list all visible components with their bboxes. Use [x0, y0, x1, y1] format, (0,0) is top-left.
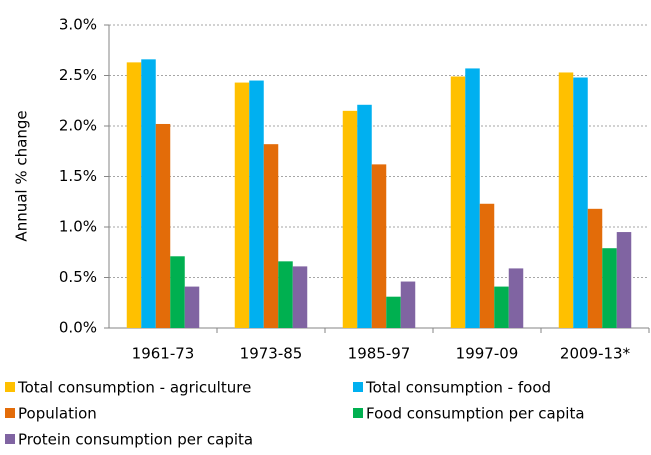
bar: [155, 123, 171, 328]
bar: [292, 266, 308, 328]
bar: [371, 164, 387, 328]
x-tick-label: 1985-97: [348, 345, 411, 363]
bar: [508, 268, 524, 328]
bar: [450, 76, 466, 328]
bar: [249, 80, 264, 328]
bar: [479, 203, 495, 328]
y-tick-label: 0.0%: [59, 319, 97, 337]
bar: [263, 144, 279, 328]
bar: [494, 286, 509, 328]
x-tick-label: 1961-73: [132, 345, 195, 363]
x-tick-label: 2009-13*: [560, 345, 631, 363]
legend-swatch: [5, 382, 15, 392]
y-axis-label: Annual % change: [13, 110, 31, 241]
bar: [602, 248, 617, 328]
bar: [573, 77, 588, 329]
bar: [184, 286, 200, 328]
x-tick-label: 1997-09: [456, 345, 519, 363]
bar: [357, 104, 372, 328]
bar: [558, 72, 574, 328]
bar: [616, 232, 632, 328]
bar: [386, 296, 401, 328]
bar: [234, 82, 250, 328]
legend-swatch: [5, 434, 15, 444]
legend-label: Food consumption per capita: [366, 405, 585, 423]
bar: [126, 62, 142, 329]
bar: [141, 59, 156, 329]
legend-label: Population: [18, 405, 97, 423]
bar: [170, 256, 185, 328]
bar: [342, 110, 358, 328]
bar: [278, 261, 293, 328]
y-tick-label: 0.5%: [59, 268, 97, 286]
bar: [400, 281, 416, 328]
y-tick-label: 2.0%: [59, 117, 97, 135]
bar: [465, 68, 480, 329]
y-tick-label: 1.5%: [59, 167, 97, 185]
legend-label: Protein consumption per capita: [18, 431, 253, 449]
legend-label: Total consumption - agriculture: [17, 379, 251, 397]
legend-swatch: [353, 408, 363, 418]
y-tick-label: 3.0%: [59, 16, 97, 34]
y-tick-label: 1.0%: [59, 218, 97, 236]
x-tick-label: 1973-85: [240, 345, 303, 363]
bar: [587, 208, 603, 328]
legend-swatch: [353, 382, 363, 392]
legend-label: Total consumption - food: [365, 379, 551, 397]
legend-swatch: [5, 408, 15, 418]
y-tick-label: 2.5%: [59, 66, 97, 84]
